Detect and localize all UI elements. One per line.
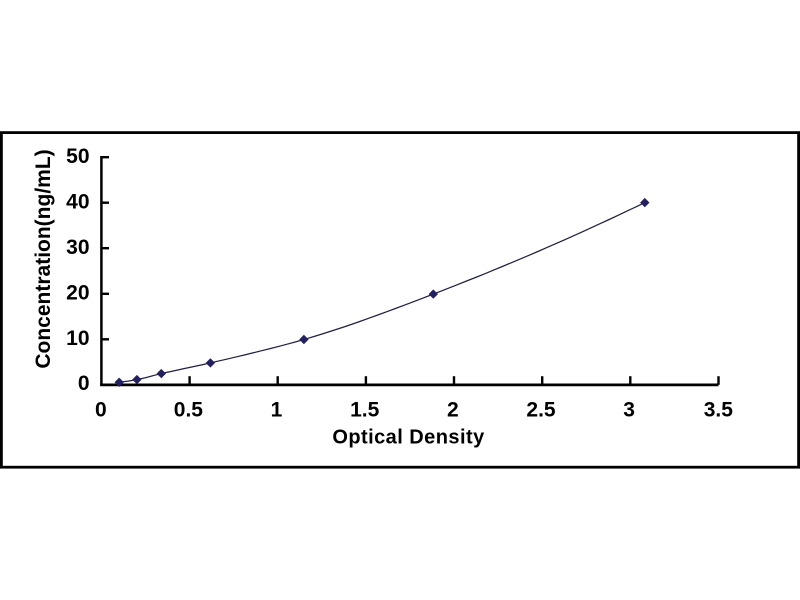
svg-text:20: 20 bbox=[66, 282, 89, 305]
svg-text:Concentration(ng/mL): Concentration(ng/mL) bbox=[32, 149, 55, 368]
svg-text:2: 2 bbox=[447, 399, 459, 422]
svg-text:1: 1 bbox=[271, 399, 283, 422]
svg-text:50: 50 bbox=[66, 145, 89, 168]
svg-text:0.5: 0.5 bbox=[174, 399, 204, 422]
svg-text:Optical Density: Optical Density bbox=[332, 427, 485, 449]
svg-text:10: 10 bbox=[66, 327, 89, 350]
svg-text:40: 40 bbox=[66, 191, 89, 214]
svg-text:0: 0 bbox=[95, 399, 107, 422]
svg-text:3: 3 bbox=[623, 399, 635, 422]
svg-text:30: 30 bbox=[66, 236, 89, 259]
svg-text:0: 0 bbox=[78, 372, 90, 395]
svg-text:1.5: 1.5 bbox=[350, 399, 380, 422]
svg-text:3.5: 3.5 bbox=[704, 399, 734, 422]
svg-text:2.5: 2.5 bbox=[526, 399, 556, 422]
